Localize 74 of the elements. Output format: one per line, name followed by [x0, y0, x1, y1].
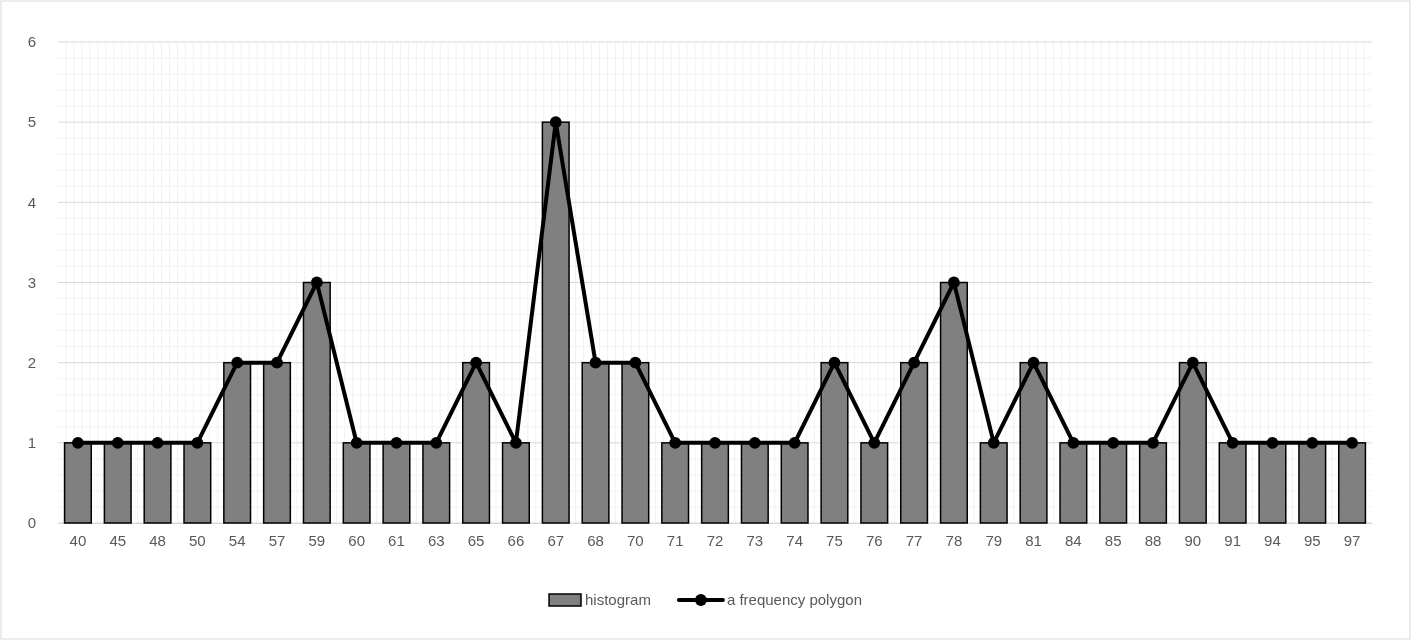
point [1186, 356, 1199, 369]
x-tick-label: 79 [985, 531, 1003, 549]
x-tick-label: 60 [348, 531, 365, 549]
point [430, 436, 443, 449]
point [1266, 436, 1279, 449]
x-tick-label: 78 [945, 531, 963, 549]
y-tick-label: 3 [27, 273, 36, 291]
point [390, 436, 403, 449]
point [828, 356, 841, 369]
legend-label: histogram [585, 591, 651, 608]
y-tick-label: 0 [27, 514, 36, 532]
y-tick-label: 1 [27, 434, 36, 452]
point [1306, 436, 1319, 449]
point [629, 356, 642, 369]
point [709, 436, 721, 449]
x-tick-label: 97 [1343, 531, 1361, 549]
point [1147, 436, 1159, 449]
x-tick-label: 67 [547, 531, 565, 549]
point [470, 356, 483, 369]
x-tick-label: 95 [1303, 531, 1321, 549]
point [151, 436, 164, 449]
point [788, 436, 801, 449]
y-tick-label: 5 [27, 113, 36, 131]
x-tick-label: 81 [1025, 531, 1042, 549]
x-tick-label: 84 [1065, 531, 1082, 549]
point [947, 276, 960, 289]
x-tick-label: 54 [228, 531, 246, 549]
x-tick-label: 66 [507, 531, 525, 549]
x-tick-label: 75 [826, 531, 843, 549]
point [1027, 356, 1040, 369]
x-tick-label: 70 [627, 531, 644, 549]
point [589, 356, 602, 369]
x-tick-label: 77 [905, 531, 923, 549]
x-tick-label: 68 [587, 531, 604, 549]
x-tick-label: 94 [1264, 531, 1281, 549]
point [350, 436, 363, 449]
x-tick-label: 71 [666, 531, 684, 549]
point [1226, 436, 1239, 449]
x-tick-label: 50 [189, 531, 206, 549]
x-tick-label: 63 [427, 531, 445, 549]
legend-label: a frequency polygon [726, 591, 862, 608]
point [1067, 436, 1080, 449]
x-tick-label: 74 [786, 531, 803, 549]
point [748, 436, 761, 449]
point [868, 436, 881, 449]
point [549, 116, 562, 129]
x-tick-label: 57 [268, 531, 286, 549]
point [908, 356, 921, 369]
point [669, 436, 682, 449]
point [1107, 436, 1120, 449]
point [1346, 436, 1359, 449]
point [231, 356, 244, 369]
point [191, 436, 204, 449]
y-tick-label: 4 [27, 193, 36, 211]
y-tick-label: 2 [27, 353, 36, 371]
x-tick-label: 88 [1144, 531, 1162, 549]
x-tick-label: 59 [308, 531, 326, 549]
x-tick-label: 65 [467, 531, 485, 549]
point [509, 436, 522, 449]
x-tick-label: 61 [388, 531, 405, 549]
point [310, 276, 323, 289]
x-tick-label: 45 [109, 531, 127, 549]
x-tick-label: 73 [746, 531, 764, 549]
x-tick-label: 76 [865, 531, 883, 549]
point [271, 356, 283, 369]
x-tick-label: 72 [706, 531, 724, 549]
x-tick-label: 91 [1224, 531, 1241, 549]
x-tick-label: 85 [1104, 531, 1122, 549]
y-tick-label: 6 [27, 33, 36, 51]
x-tick-label: 48 [149, 531, 166, 549]
point [71, 436, 84, 449]
x-tick-label: 90 [1184, 531, 1202, 549]
point [111, 436, 124, 449]
x-tick-label: 40 [69, 531, 87, 549]
